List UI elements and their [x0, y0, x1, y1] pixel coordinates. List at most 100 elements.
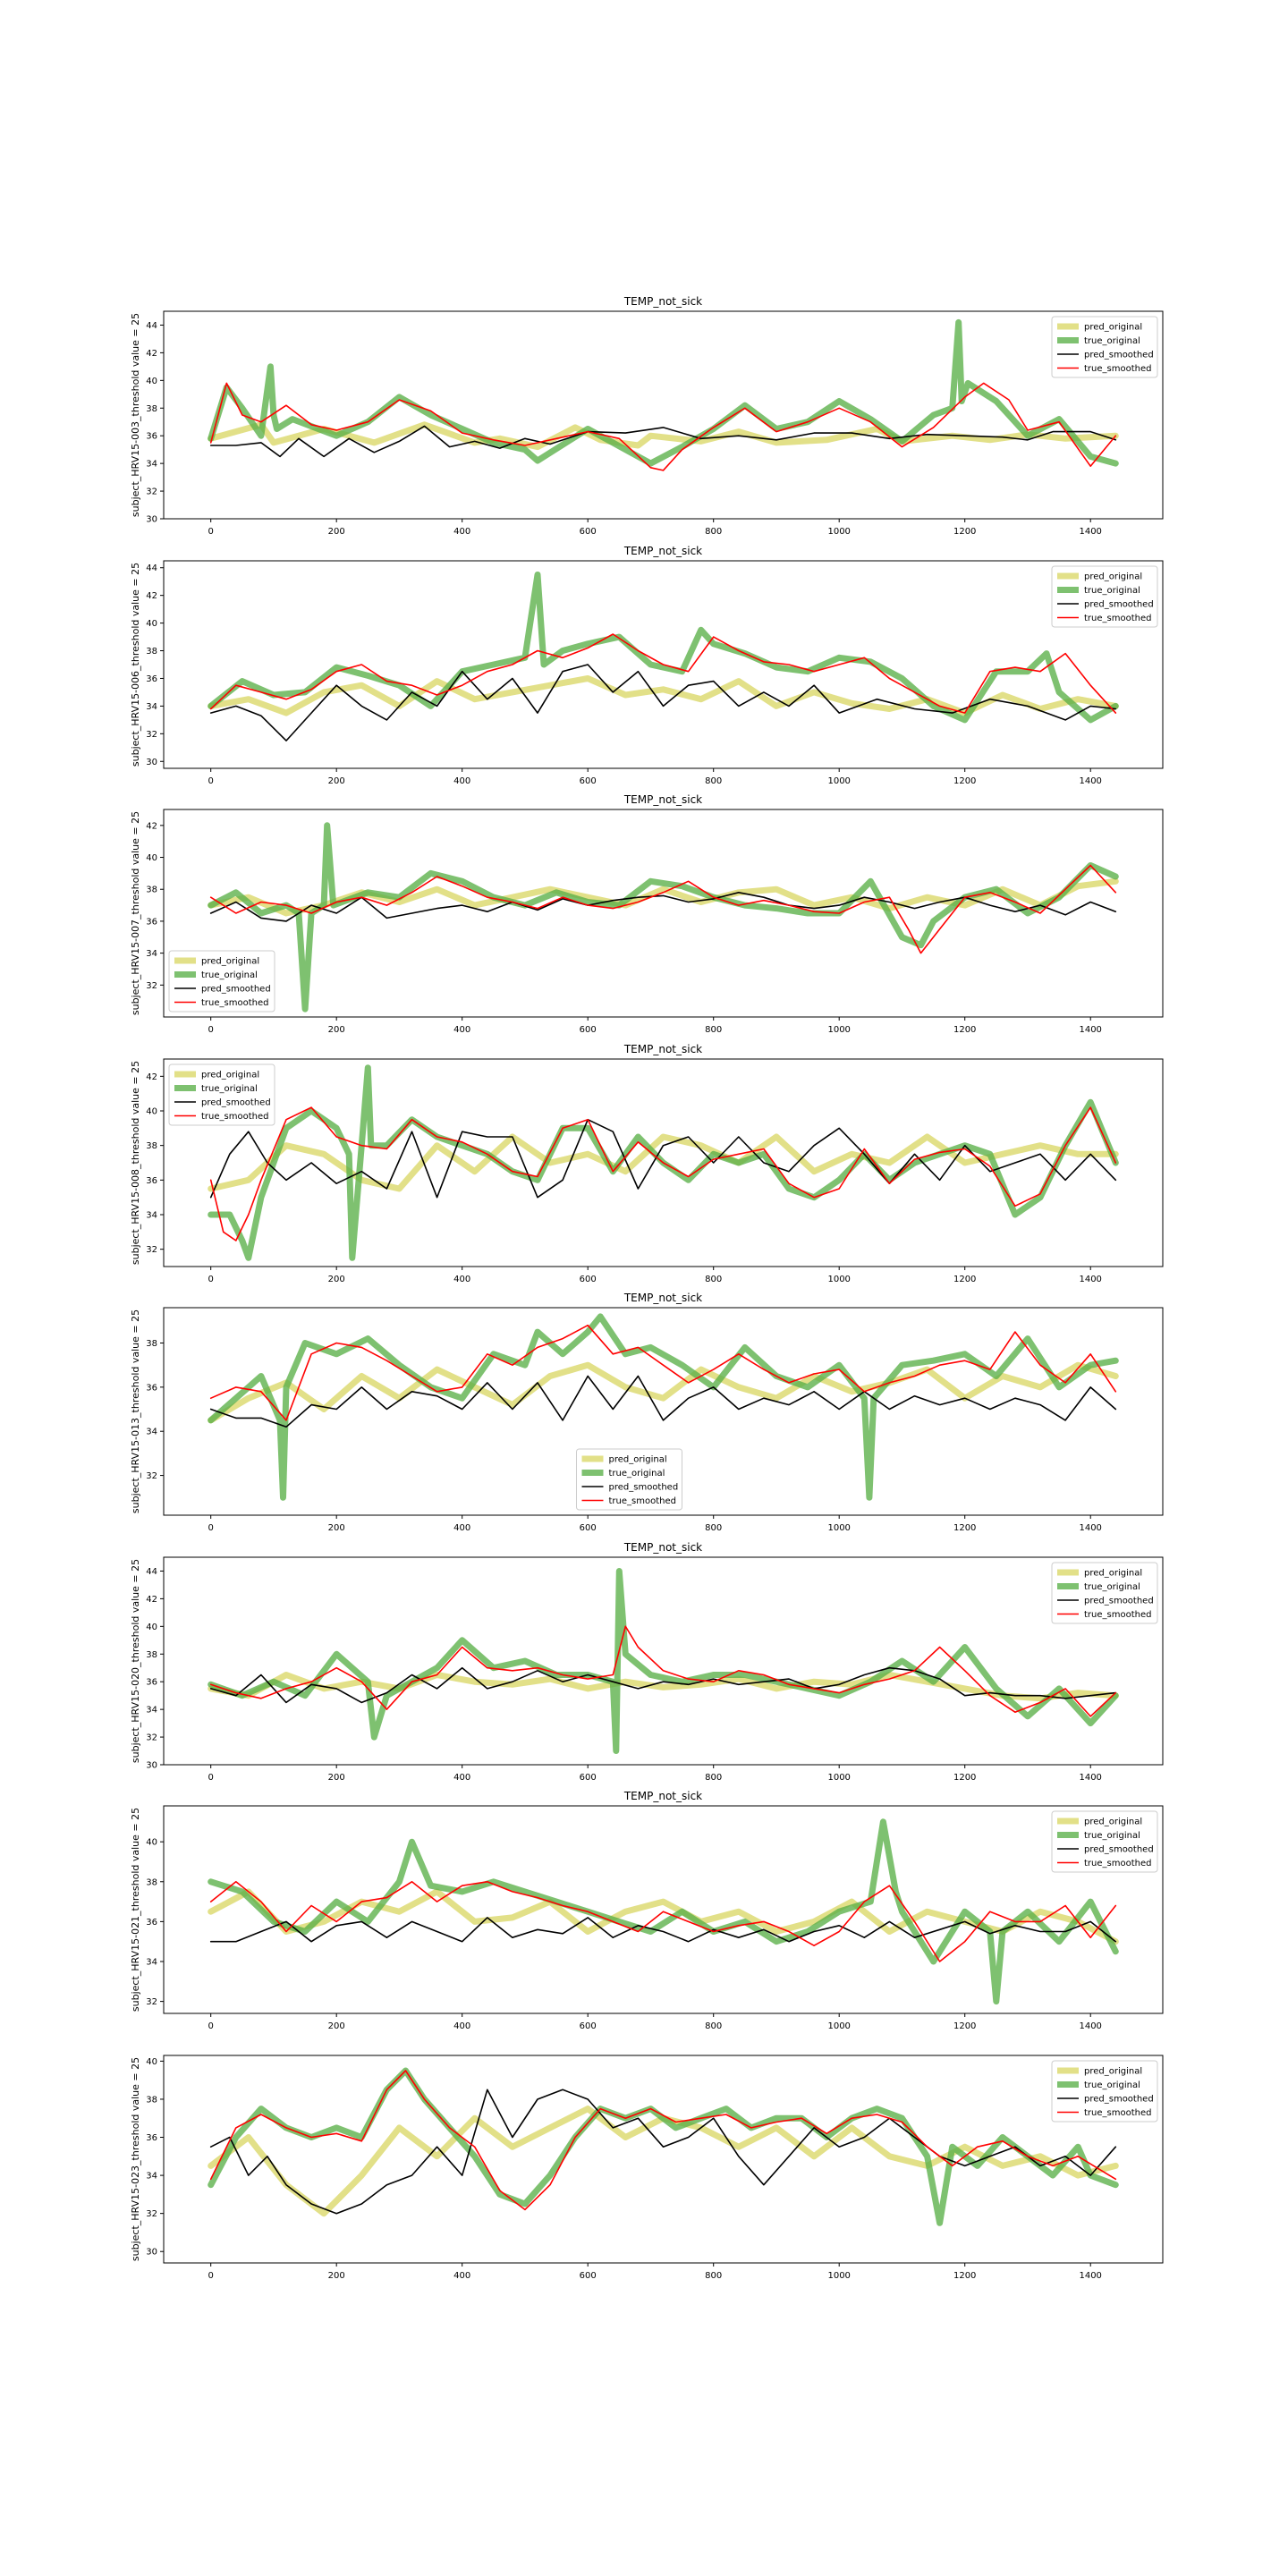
y-tick-label: 32 [146, 2209, 157, 2219]
x-tick-label: 400 [453, 527, 470, 537]
x-tick-label: 1200 [953, 1773, 976, 1783]
y-tick-label: 30 [146, 1761, 157, 1771]
legend: pred_original true_original pred_smoothedt… [1051, 565, 1158, 628]
legend: pred_original true_original pred_smoothedt… [576, 1448, 682, 1511]
x-tick-label: 1000 [827, 1275, 850, 1284]
series-true_smoothed [209, 633, 1117, 714]
series-true_original [208, 318, 1119, 467]
y-tick-label: 36 [146, 1918, 157, 1928]
y-tick-label: 42 [146, 1595, 157, 1605]
legend-label-pred_smoothed: pred_smoothed [201, 985, 271, 995]
series-pred_original [208, 1361, 1119, 1424]
plot-area [208, 1064, 1119, 1261]
y-tick-label: 36 [146, 1383, 157, 1393]
x-tick-label: 1200 [953, 776, 976, 786]
series-true_original [208, 1313, 1119, 1501]
series-pred_original [208, 1888, 1119, 1945]
y-tick-label: 38 [146, 1877, 157, 1887]
y-axis-label: subject_HRV15-020_threshold value = 25 [130, 1559, 141, 1763]
y-tick-label: 30 [146, 758, 157, 767]
x-tick-label: 1200 [953, 1523, 976, 1533]
y-tick-label: 30 [146, 2248, 157, 2258]
x-tick-label: 1000 [827, 2271, 850, 2281]
y-tick-label: 32 [146, 1733, 157, 1743]
plot-area [208, 572, 1119, 741]
x-tick-label: 600 [580, 2271, 597, 2281]
y-tick-label: 32 [146, 1245, 157, 1255]
legend-label-true_smoothed: true_smoothed [201, 1112, 268, 1122]
series-true_original [208, 822, 1119, 1013]
x-tick-label: 1400 [1079, 2271, 1101, 2281]
series-true_smoothed [209, 1881, 1117, 1962]
axes-frame [163, 310, 1164, 520]
legend-label-true_original: true_original [1084, 1831, 1140, 1841]
x-tick-label: 200 [328, 1275, 345, 1284]
chart-title: TEMP_not_sick [623, 1790, 702, 1802]
legend: pred_original true_original pred_smoothedt… [1051, 2060, 1158, 2123]
legend-label-pred_original: pred_original [1084, 1569, 1142, 1579]
x-tick-label: 600 [580, 527, 597, 537]
x-tick-label: 400 [453, 1275, 470, 1284]
x-tick-label: 200 [328, 1025, 345, 1035]
y-tick-label: 36 [146, 1678, 157, 1688]
y-tick-label: 32 [146, 981, 157, 991]
legend-box [1051, 1810, 1158, 1873]
x-tick-label: 1000 [827, 1025, 850, 1035]
x-tick-label: 600 [580, 776, 597, 786]
series-true_smoothed [209, 1625, 1117, 1717]
legend-box [168, 950, 275, 1013]
series-pred_smoothed [209, 1917, 1117, 1943]
chart-title: TEMP_not_sick [623, 295, 702, 308]
y-tick-label: 44 [146, 564, 157, 573]
legend-label-pred_smoothed: pred_smoothed [1084, 351, 1154, 360]
axes-frame [163, 1805, 1164, 2014]
y-tick-label: 34 [146, 702, 157, 712]
x-tick-label: 1400 [1079, 776, 1101, 786]
x-tick-label: 800 [705, 1773, 722, 1783]
x-tick-label: 800 [705, 527, 722, 537]
legend-box [1051, 1562, 1158, 1624]
series-pred_smoothed [209, 1666, 1117, 1704]
plot-area [208, 1313, 1119, 1501]
x-tick-label: 800 [705, 1025, 722, 1035]
y-tick-label: 44 [146, 1567, 157, 1577]
x-tick-label: 1400 [1079, 1773, 1101, 1783]
y-tick-label: 44 [146, 321, 157, 331]
legend-label-true_original: true_original [1084, 1582, 1140, 1592]
x-tick-label: 200 [328, 1523, 345, 1533]
y-tick-label: 36 [146, 432, 157, 442]
y-tick-label: 32 [146, 487, 157, 497]
y-tick-label: 34 [146, 1706, 157, 1716]
legend-box [1051, 565, 1158, 628]
legend-box [576, 1448, 682, 1511]
y-axis-label: subject_HRV15-008_threshold value = 25 [130, 1061, 141, 1265]
legend-label-true_smoothed: true_smoothed [1084, 614, 1151, 623]
x-tick-label: 1400 [1079, 1275, 1101, 1284]
legend-label-pred_original: pred_original [1084, 323, 1142, 333]
axes-frame [163, 809, 1164, 1018]
legend: pred_original true_original pred_smoothedt… [1051, 1810, 1158, 1873]
y-tick-label: 40 [146, 1107, 157, 1117]
legend-label-true_original: true_original [609, 1469, 665, 1479]
y-tick-label: 42 [146, 591, 157, 601]
legend-label-true_original: true_original [1084, 2080, 1140, 2090]
chart-title: TEMP_not_sick [623, 793, 702, 806]
x-tick-label: 200 [328, 776, 345, 786]
y-tick-label: 40 [146, 619, 157, 629]
series-true_smoothed [209, 864, 1117, 954]
x-tick-label: 1000 [827, 2021, 850, 2031]
x-tick-label: 600 [580, 1523, 597, 1533]
axes-frame [163, 1307, 1164, 1516]
y-tick-label: 38 [146, 1339, 157, 1349]
y-tick-label: 34 [146, 460, 157, 470]
series-true_smoothed [209, 1324, 1117, 1421]
x-tick-label: 600 [580, 1275, 597, 1284]
x-tick-label: 400 [453, 1523, 470, 1533]
x-tick-label: 1400 [1079, 1523, 1101, 1533]
subplot-4: TEMP_not_sick subject_HRV15-008_threshold… [130, 1043, 1164, 1284]
x-tick-label: 0 [208, 1025, 214, 1035]
legend-label-true_smoothed: true_smoothed [201, 998, 268, 1008]
subplot-2: TEMP_not_sick subject_HRV15-006_threshold… [130, 545, 1164, 786]
y-axis-label: subject_HRV15-023_threshold value = 25 [130, 2057, 141, 2261]
subplot-7: TEMP_not_sick subject_HRV15-021_threshold… [130, 1790, 1164, 2031]
